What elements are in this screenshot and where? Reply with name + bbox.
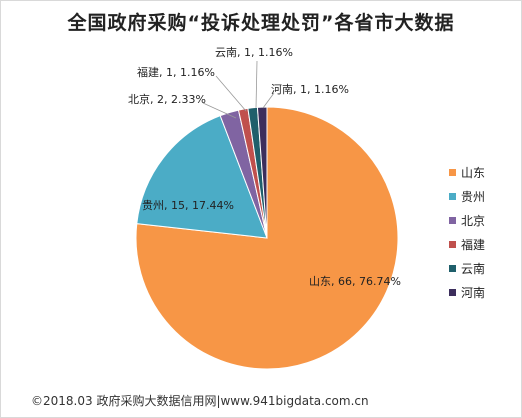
legend-label-福建: 福建 xyxy=(461,237,485,252)
leader-line-福建 xyxy=(215,75,247,112)
legend-label-河南: 河南 xyxy=(461,285,485,300)
legend-swatch-河南 xyxy=(449,289,456,296)
legend-label-贵州: 贵州 xyxy=(461,190,485,204)
leader-line-北京 xyxy=(202,102,237,119)
legend-swatch-山东 xyxy=(449,169,456,176)
pie-slice-河南 xyxy=(256,106,268,239)
legend-label-山东: 山东 xyxy=(461,166,485,180)
pie-slice-贵州 xyxy=(136,114,268,239)
leader-line-河南 xyxy=(262,92,275,109)
legend-swatch-福建 xyxy=(449,241,456,248)
data-label-河南: 河南, 1, 1.16% xyxy=(271,83,349,96)
data-label-福建: 福建, 1, 1.16% xyxy=(137,65,215,79)
footer-credit: ©2018.03 政府采购大数据信用网|www.941bigdata.com.c… xyxy=(31,394,369,408)
legend-swatch-北京 xyxy=(449,217,456,224)
legend-swatch-贵州 xyxy=(449,193,456,200)
legend-swatch-云南 xyxy=(449,265,456,272)
data-label-贵州: 贵州, 15, 17.44% xyxy=(142,199,234,212)
legend-label-云南: 云南 xyxy=(461,261,485,276)
leader-line-云南 xyxy=(255,60,258,109)
data-label-云南: 云南, 1, 1.16% xyxy=(215,46,293,59)
chart-title: 全国政府采购“投诉处理处罚”各省市大数据 xyxy=(67,12,455,34)
data-label-山东: 山东, 66, 76.74% xyxy=(309,275,401,288)
legend-label-北京: 北京 xyxy=(461,214,485,228)
data-label-北京: 北京, 2, 2.33% xyxy=(128,92,206,106)
